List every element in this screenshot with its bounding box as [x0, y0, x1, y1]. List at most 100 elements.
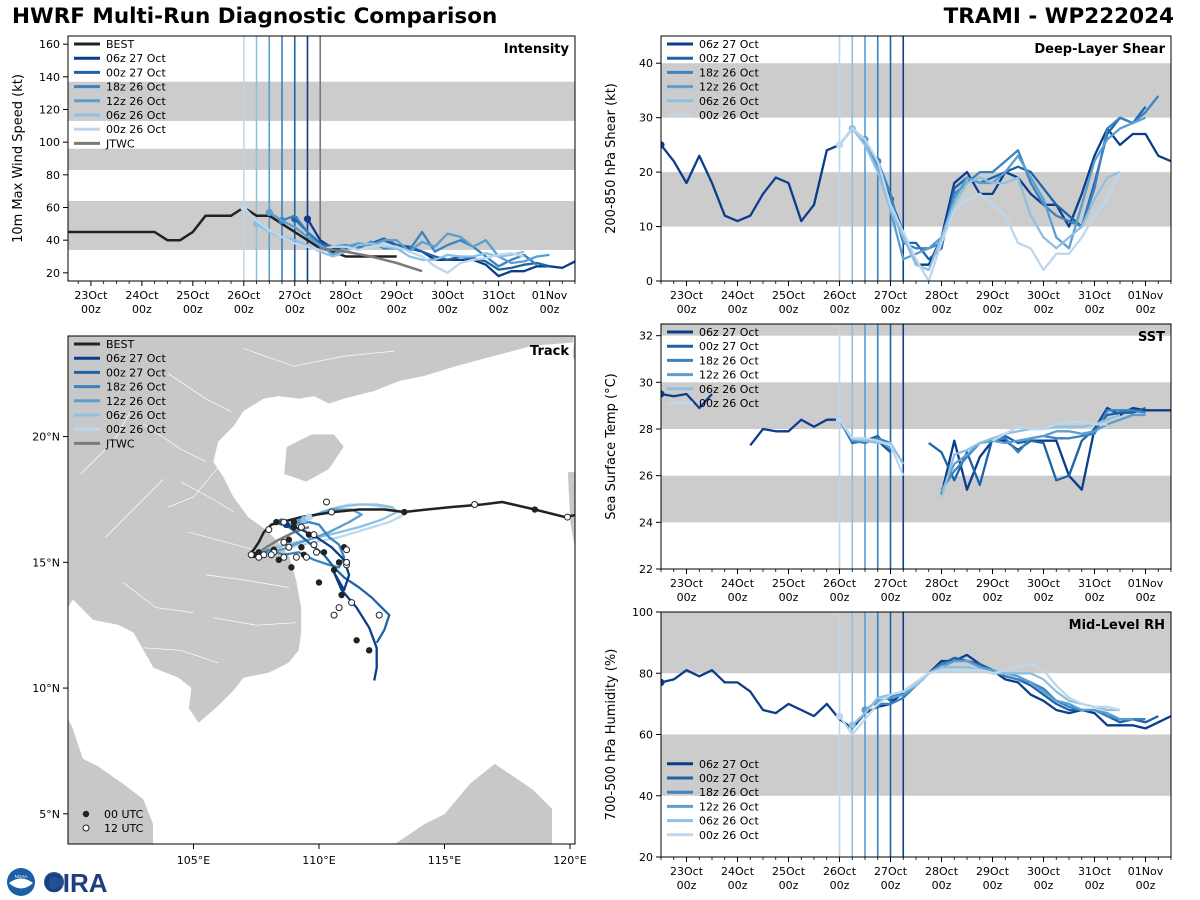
- threshold-band: [661, 63, 1171, 118]
- x-tick-label: 24Oct: [721, 577, 755, 590]
- province-boundary: [188, 531, 264, 553]
- legend-label: 06z 26 Oct: [106, 109, 166, 122]
- track-start-marker: [305, 513, 313, 521]
- x-tick-label: 00z: [932, 591, 952, 604]
- marker-00utc: [330, 566, 338, 574]
- marker-00utc: [290, 523, 298, 531]
- sst-panel: 22242628303223Oct00z24Oct00z25Oct00z26Oc…: [604, 323, 1172, 604]
- y-tick-label: 40: [46, 234, 60, 247]
- threshold-band: [661, 324, 1171, 336]
- borneo-shape: [393, 763, 553, 844]
- province-boundary: [168, 466, 219, 508]
- lon-tick-label: 110°E: [302, 854, 335, 867]
- x-tick-label: 00z: [132, 303, 152, 316]
- x-tick-label: 23Oct: [670, 289, 704, 302]
- x-tick-label: 00z: [881, 879, 901, 892]
- plot-area: [661, 612, 1171, 857]
- marker-00utc: [255, 549, 262, 556]
- legend-label: 12z 26 Oct: [699, 81, 759, 94]
- hainan-shape: [283, 433, 345, 483]
- x-tick-label: 31Oct: [482, 289, 516, 302]
- x-tick-label: 24Oct: [721, 865, 755, 878]
- x-tick-label: 26Oct: [823, 865, 857, 878]
- luzon-shape: [567, 471, 575, 551]
- legend-label: 00z 27 Oct: [106, 366, 166, 379]
- marker-12utc: [265, 526, 273, 534]
- x-tick-label: 00z: [779, 879, 799, 892]
- x-tick-label: 27Oct: [874, 289, 908, 302]
- x-tick-label: 28Oct: [925, 865, 959, 878]
- init-marker: [661, 141, 665, 149]
- marker-00utc: [401, 508, 408, 516]
- map-frame: [67, 335, 576, 845]
- track-line: [255, 525, 310, 556]
- y-tick-label: 30: [639, 376, 653, 389]
- marker-12utc: [375, 611, 383, 619]
- x-tick-label: 31Oct: [1078, 289, 1112, 302]
- y-tick-label: 30: [639, 112, 653, 125]
- x-tick-label: 27Oct: [278, 289, 312, 302]
- x-tick-label: 00z: [1034, 591, 1054, 604]
- x-tick-label: 00z: [830, 879, 850, 892]
- y-tick-label: 10: [639, 221, 653, 234]
- x-tick-label: 00z: [932, 879, 952, 892]
- mainland-shape: [68, 336, 575, 844]
- x-tick-label: 24Oct: [125, 289, 159, 302]
- cira-globe-icon: [44, 872, 64, 892]
- y-tick-label: 120: [39, 104, 60, 117]
- legend-label: 00z 26 Oct: [699, 397, 759, 410]
- panel-title: Track: [530, 344, 569, 359]
- x-tick-label: 25Oct: [772, 289, 806, 302]
- x-tick-label: 00z: [728, 879, 748, 892]
- x-tick-label: 26Oct: [823, 289, 857, 302]
- marker-12utc: [312, 548, 320, 556]
- legend-00utc-label: 00 UTC: [104, 808, 144, 821]
- x-tick-label: 23Oct: [670, 577, 704, 590]
- y-tick-label: 100: [39, 136, 60, 149]
- lat-tick-label: 10°N: [32, 682, 60, 695]
- marker-12utc: [280, 553, 288, 561]
- lon-tick-label: 120°E: [553, 854, 586, 867]
- marker-12utc: [280, 538, 288, 546]
- x-tick-label: 29Oct: [976, 577, 1010, 590]
- x-tick-label: 00z: [1136, 303, 1156, 316]
- cira-logo: NOAA CIRA: [7, 868, 108, 898]
- marker-12utc: [310, 531, 318, 539]
- marker-12utc: [323, 498, 331, 506]
- x-tick-label: 25Oct: [772, 577, 806, 590]
- x-tick-label: 28Oct: [925, 577, 959, 590]
- legend-label: 06z 27 Oct: [699, 38, 759, 51]
- marker-12utc: [285, 543, 293, 551]
- x-tick-label: 31Oct: [1078, 865, 1112, 878]
- marker-00utc: [298, 544, 305, 551]
- init-marker: [835, 416, 844, 424]
- x-tick-label: 00z: [1085, 879, 1105, 892]
- y-tick-label: 100: [632, 606, 653, 619]
- x-tick-label: 27Oct: [874, 577, 908, 590]
- series-line: [242, 206, 525, 274]
- legend-label: BEST: [106, 38, 134, 51]
- legend-label: 00z 26 Oct: [106, 123, 166, 136]
- marker-00utc: [315, 579, 323, 586]
- marker-12utc: [247, 551, 255, 559]
- series-line: [255, 222, 525, 261]
- y-tick-label: 80: [639, 667, 653, 680]
- track-line: [260, 503, 398, 554]
- y-tick-label: 80: [46, 169, 60, 182]
- x-tick-label: 01Nov: [1128, 865, 1164, 878]
- marker-00utc: [305, 531, 313, 538]
- y-tick-label: 22: [639, 563, 653, 576]
- x-tick-label: 00z: [983, 591, 1003, 604]
- threshold-band: [661, 734, 1171, 796]
- marker-00utc: [353, 637, 360, 644]
- plot-background: [661, 324, 1171, 569]
- x-tick-label: 31Oct: [1078, 577, 1112, 590]
- marker-12utc: [267, 551, 275, 559]
- x-tick-label: 00z: [728, 303, 748, 316]
- legend-00utc-marker: [82, 810, 90, 818]
- marker-12utc: [328, 508, 336, 516]
- x-tick-label: 00z: [183, 303, 203, 316]
- marker-12utc: [563, 513, 571, 521]
- track-panel: 105°E 110°E 115°E 120°E 5°N 10°N 15°N 20°N Track…: [32, 335, 587, 867]
